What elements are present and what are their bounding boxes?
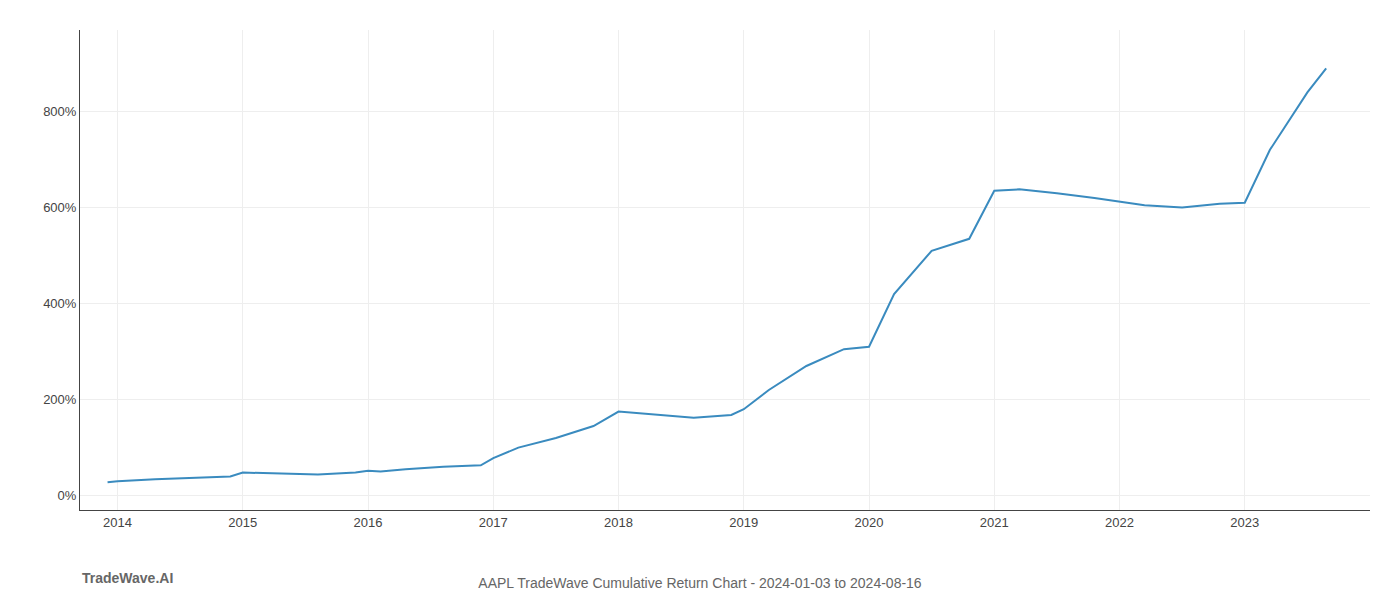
svg-text:800%: 800% xyxy=(43,104,77,119)
svg-text:2021: 2021 xyxy=(980,515,1009,530)
svg-text:400%: 400% xyxy=(43,296,77,311)
svg-text:2017: 2017 xyxy=(479,515,508,530)
svg-text:2019: 2019 xyxy=(729,515,758,530)
svg-text:2015: 2015 xyxy=(228,515,257,530)
svg-text:2018: 2018 xyxy=(604,515,633,530)
svg-text:TradeWave.AI: TradeWave.AI xyxy=(82,570,173,586)
svg-text:2023: 2023 xyxy=(1230,515,1259,530)
svg-text:2016: 2016 xyxy=(354,515,383,530)
svg-text:2014: 2014 xyxy=(103,515,132,530)
svg-text:2020: 2020 xyxy=(855,515,884,530)
svg-text:AAPL TradeWave Cumulative Retu: AAPL TradeWave Cumulative Return Chart -… xyxy=(478,575,922,591)
svg-text:600%: 600% xyxy=(43,200,77,215)
svg-text:0%: 0% xyxy=(58,488,77,503)
svg-text:2022: 2022 xyxy=(1105,515,1134,530)
svg-text:200%: 200% xyxy=(43,392,77,407)
